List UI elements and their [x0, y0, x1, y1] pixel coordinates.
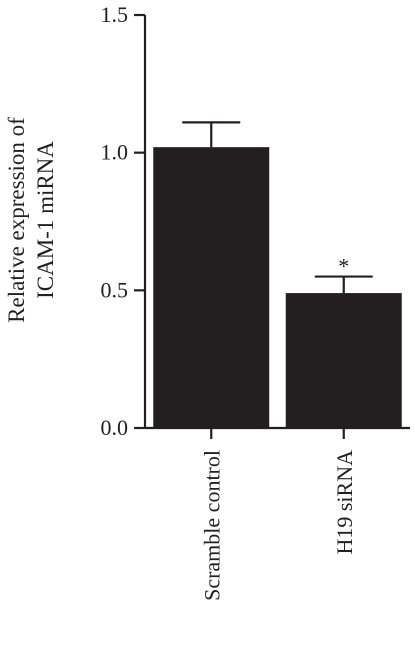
bars: * — [153, 121, 402, 428]
y-tick-label: 1.0 — [101, 140, 129, 165]
y-tick-label: 0.5 — [101, 277, 129, 302]
y-axis-title-line-2: ICAM-1 miRNA — [33, 141, 58, 299]
bar — [153, 147, 270, 428]
significance-marker: * — [338, 254, 349, 279]
x-tick-label: Scramble control — [199, 450, 224, 601]
y-axis: 0.0 0.5 1.0 1.5 — [101, 2, 147, 440]
bar — [285, 293, 402, 428]
y-axis-title-line-1: Relative expression of — [4, 117, 29, 323]
y-tick-label: 0.0 — [101, 415, 129, 440]
x-tick-label: H19 siRNA — [332, 450, 357, 555]
y-tick-label: 1.5 — [101, 2, 129, 27]
x-axis: Scramble control H19 siRNA — [145, 426, 410, 601]
y-axis-title: Relative expression of ICAM-1 miRNA — [4, 117, 58, 323]
